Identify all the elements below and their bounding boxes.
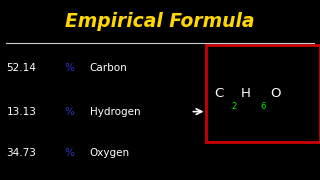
- Text: Empirical Formula: Empirical Formula: [65, 12, 255, 31]
- Text: H: H: [241, 87, 251, 100]
- Text: Carbon: Carbon: [90, 63, 127, 73]
- FancyBboxPatch shape: [206, 45, 320, 142]
- Text: %: %: [64, 107, 74, 117]
- Text: %: %: [64, 63, 74, 73]
- Text: Hydrogen: Hydrogen: [90, 107, 140, 117]
- Text: %: %: [64, 148, 74, 158]
- Text: 6: 6: [260, 102, 266, 111]
- Text: C: C: [214, 87, 223, 100]
- Text: 2: 2: [231, 102, 236, 111]
- Text: 13.13: 13.13: [6, 107, 36, 117]
- Text: 34.73: 34.73: [6, 148, 36, 158]
- Text: O: O: [270, 87, 280, 100]
- Text: Oxygen: Oxygen: [90, 148, 130, 158]
- Text: 52.14: 52.14: [6, 63, 36, 73]
